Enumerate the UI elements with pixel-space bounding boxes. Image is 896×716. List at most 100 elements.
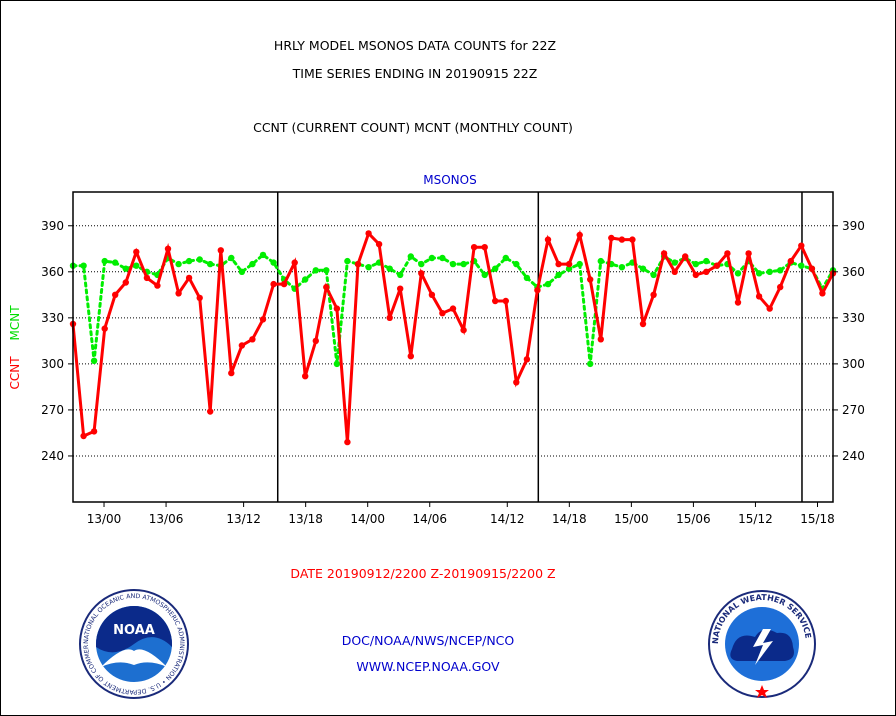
data-point-mcnt <box>565 265 573 272</box>
data-point-mcnt <box>544 280 552 288</box>
data-point-ccnt <box>280 280 288 288</box>
data-point-mcnt <box>185 257 193 265</box>
data-point-ccnt <box>608 234 615 242</box>
data-point-ccnt <box>228 369 235 377</box>
data-point-mcnt <box>587 360 594 368</box>
data-point-ccnt <box>312 337 319 345</box>
y-tick-label-left: 360 <box>41 265 64 279</box>
data-point-ccnt <box>143 274 151 282</box>
data-point-ccnt <box>639 320 647 328</box>
website-url: WWW.NCEP.NOAA.GOV <box>356 659 500 674</box>
data-point-mcnt <box>555 271 562 279</box>
data-point-ccnt <box>671 268 678 275</box>
data-point-ccnt <box>270 280 277 288</box>
title-line-2: TIME SERIES ENDING IN 20190915 22Z <box>292 66 538 81</box>
data-point-ccnt <box>492 297 499 305</box>
data-point-ccnt <box>724 250 731 257</box>
data-point-mcnt <box>397 271 404 279</box>
x-tick-label: 14/00 <box>350 512 385 526</box>
data-point-ccnt <box>386 314 393 321</box>
data-point-ccnt <box>502 297 509 305</box>
y-tick-label-left: 300 <box>41 357 64 371</box>
data-point-ccnt <box>449 305 457 312</box>
data-point-ccnt <box>133 248 140 256</box>
y-tick-label-right: 360 <box>842 265 865 279</box>
data-point-ccnt <box>428 291 436 298</box>
title-line-3: CCNT (CURRENT COUNT) MCNT (MONTHLY COUNT… <box>253 120 573 135</box>
x-tick-label: 13/12 <box>226 512 261 526</box>
data-point-ccnt <box>418 270 425 277</box>
data-point-ccnt <box>196 294 203 302</box>
data-point-ccnt <box>819 290 826 297</box>
data-point-mcnt <box>460 260 467 268</box>
data-point-ccnt <box>692 271 699 279</box>
data-point-ccnt <box>777 283 784 291</box>
y-tick-label-left: 270 <box>41 403 64 417</box>
data-point-mcnt <box>798 262 805 269</box>
data-point-mcnt <box>703 257 710 265</box>
data-point-ccnt <box>544 236 552 243</box>
data-point-mcnt <box>112 259 119 266</box>
data-point-mcnt <box>196 256 203 263</box>
data-point-ccnt <box>302 373 309 380</box>
y-label-ccnt: CCNT <box>8 356 22 390</box>
x-tick-label: 15/12 <box>738 512 773 526</box>
y-tick-label-right: 330 <box>842 311 865 325</box>
data-point-mcnt <box>175 260 182 268</box>
data-point-ccnt <box>460 326 467 334</box>
data-point-mcnt <box>259 251 267 259</box>
data-point-ccnt <box>629 236 636 243</box>
data-point-mcnt <box>777 267 784 274</box>
data-point-mcnt <box>228 254 235 262</box>
data-point-ccnt <box>713 262 721 269</box>
data-point-mcnt <box>365 264 372 271</box>
data-point-ccnt <box>259 316 267 323</box>
x-tick-label: 14/18 <box>552 512 587 526</box>
data-point-mcnt <box>692 260 699 268</box>
data-point-mcnt <box>492 265 499 272</box>
data-point-ccnt <box>122 279 129 286</box>
y-tick-label-right: 240 <box>842 449 865 463</box>
data-point-mcnt <box>428 254 436 262</box>
data-point-ccnt <box>703 268 710 275</box>
data-point-ccnt <box>249 336 256 343</box>
y-tick-label-right: 390 <box>842 219 865 233</box>
noaa-logo-text: NOAA <box>113 623 155 638</box>
data-point-ccnt <box>682 253 689 260</box>
data-point-ccnt <box>323 283 330 291</box>
data-point-ccnt <box>798 242 805 249</box>
data-point-ccnt <box>618 236 626 243</box>
data-point-mcnt <box>133 262 140 269</box>
y-tick-label-left: 240 <box>41 449 64 463</box>
data-point-ccnt <box>565 260 573 268</box>
x-tick-label: 13/06 <box>149 512 184 526</box>
data-point-mcnt <box>597 257 604 265</box>
data-point-mcnt <box>238 268 246 275</box>
data-point-ccnt <box>470 244 478 251</box>
y-tick-label-right: 270 <box>842 403 865 417</box>
data-point-ccnt <box>597 336 604 343</box>
data-point-mcnt <box>418 260 425 268</box>
org-line: DOC/NOAA/NWS/NCEP/NCO <box>341 633 515 648</box>
nws-logo: NATIONAL WEATHER SERVICE <box>708 590 816 698</box>
x-tick-label: 15/18 <box>800 512 835 526</box>
data-point-ccnt <box>734 299 742 306</box>
data-point-mcnt <box>439 254 446 262</box>
title-line-1: HRLY MODEL MSONOS DATA COUNTS for 22Z <box>273 38 557 53</box>
data-point-ccnt <box>555 260 562 268</box>
data-point-mcnt <box>502 254 509 262</box>
star-icon <box>755 685 769 698</box>
data-point-ccnt <box>90 428 98 435</box>
data-point-ccnt <box>291 259 298 266</box>
data-point-ccnt <box>576 231 583 239</box>
data-point-mcnt <box>80 262 87 269</box>
data-point-mcnt <box>650 271 657 279</box>
data-point-mcnt <box>101 257 108 265</box>
chart-title: MSONOS <box>423 173 476 187</box>
data-point-ccnt <box>766 305 773 312</box>
data-point-ccnt <box>333 305 341 312</box>
data-point-ccnt <box>808 265 816 272</box>
data-point-mcnt <box>323 267 330 274</box>
x-tick-label: 14/12 <box>490 512 525 526</box>
